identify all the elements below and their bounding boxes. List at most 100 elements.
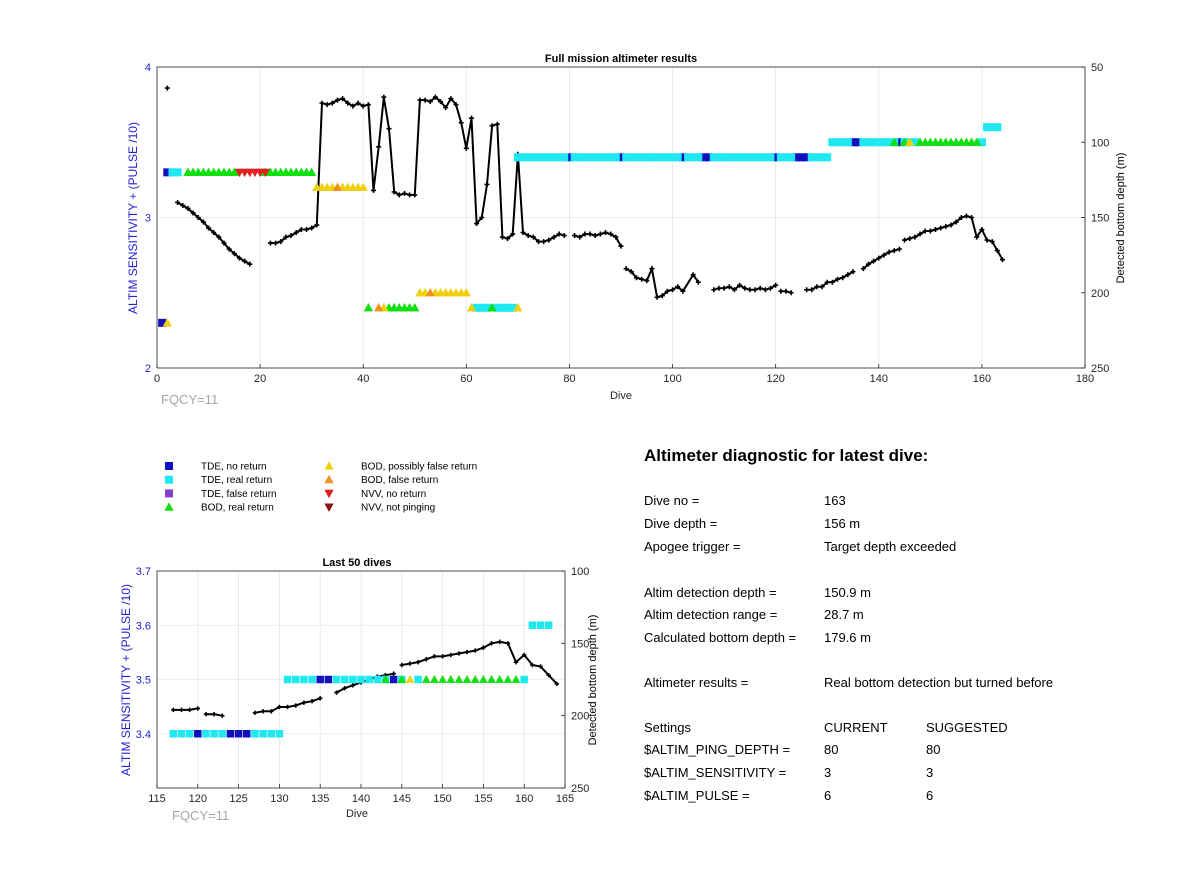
small-ytick-label-right: 150 [571, 638, 589, 650]
main-bottom-depth-point [561, 233, 567, 239]
main-bottom-depth-point [994, 248, 1000, 254]
main-marker [529, 153, 538, 162]
main-marker [513, 303, 523, 312]
main-bottom-depth-point [340, 96, 346, 102]
main-ytick-label-left: 2 [145, 363, 151, 375]
last50-fqcy-annotation: FQCY=11 [172, 808, 229, 823]
small-xtick-label: 135 [311, 793, 329, 805]
main-bottom-depth-point [541, 239, 547, 245]
main-bottom-depth-point [633, 275, 639, 281]
main-bottom-depth-point [432, 94, 438, 100]
main-marker [781, 153, 790, 162]
main-bottom-depth-point [546, 237, 552, 243]
main-bottom-depth-point [556, 231, 562, 237]
main-marker [466, 303, 477, 312]
main-bottom-depth-point [283, 234, 289, 240]
main-marker [524, 153, 533, 162]
small-bottom-depth-point [473, 648, 478, 653]
small-marker [308, 675, 316, 684]
main-bottom-depth-point [448, 96, 454, 102]
legend-marker [164, 502, 174, 511]
main-bottom-depth-point [530, 234, 536, 240]
main-marker [849, 138, 857, 147]
main-bottom-depth-point [267, 240, 273, 246]
main-marker [461, 287, 471, 297]
main-bottom-depth-point [200, 219, 206, 225]
main-ytick-label-right: 100 [1091, 137, 1109, 149]
small-xtick-label: 130 [270, 793, 288, 805]
small-marker [421, 675, 431, 683]
small-bottom-depth-point [334, 690, 339, 695]
legend-marker [324, 503, 334, 512]
main-bottom-depth-point [943, 224, 949, 230]
main-marker [374, 303, 384, 312]
main-bottom-depth-point [551, 234, 557, 240]
main-bottom-depth-point [443, 105, 449, 111]
main-marker [162, 318, 172, 327]
diagnostic-row-label: Dive depth = [644, 516, 717, 531]
main-bottom-depth-line [574, 231, 622, 247]
last50-ylabel-right: Detected bottom depth (m) [587, 615, 599, 746]
main-bottom-depth-point [396, 192, 402, 198]
small-xtick-label: 125 [229, 793, 247, 805]
main-bottom-depth-point [845, 272, 851, 278]
main-marker [229, 167, 239, 176]
main-bottom-depth-point [314, 222, 320, 228]
main-bottom-depth-point [731, 287, 737, 293]
legend-label: NVV, no return [361, 489, 426, 500]
main-marker [565, 153, 574, 162]
small-bottom-depth-point [187, 707, 192, 713]
main-marker [358, 182, 368, 191]
main-bottom-depth-point [468, 115, 474, 121]
main-marker [807, 153, 816, 162]
main-marker [838, 138, 847, 147]
main-bottom-depth-point [675, 284, 681, 290]
main-bottom-depth-point [865, 261, 871, 267]
main-marker [508, 303, 517, 312]
diagnostic-row-label: Apogee trigger = [644, 539, 740, 554]
main-bottom-depth-point [768, 285, 774, 291]
small-xtick-label: 145 [393, 793, 411, 805]
main-bottom-depth-point [190, 210, 196, 216]
main-bottom-depth-point [422, 97, 428, 103]
main-marker [663, 153, 672, 162]
small-bottom-depth-point [505, 641, 511, 646]
small-marker [495, 675, 505, 683]
small-bottom-depth-point [318, 696, 323, 701]
main-marker [889, 137, 899, 146]
small-marker [389, 675, 398, 684]
main-bottom-depth-point [814, 284, 820, 290]
main-marker [163, 168, 172, 177]
main-bottom-depth-point [386, 126, 392, 132]
main-bottom-depth-point [319, 100, 325, 106]
main-bottom-depth-point [639, 276, 645, 282]
main-bottom-depth-point [484, 181, 490, 187]
small-bottom-depth-point [440, 654, 445, 659]
small-bottom-depth-point [415, 659, 421, 665]
main-bottom-depth-point [927, 228, 933, 234]
legend-marker [324, 489, 334, 499]
small-marker [479, 675, 488, 683]
main-ytick-label-right: 250 [1091, 363, 1109, 375]
small-bottom-depth-point [554, 681, 560, 687]
main-bottom-depth-point [819, 284, 825, 290]
small-bottom-depth-point [171, 707, 176, 713]
small-marker [381, 675, 390, 683]
small-marker [438, 675, 447, 683]
small-bottom-depth-point [530, 662, 535, 668]
main-bottom-depth-point [505, 236, 511, 242]
main-marker [854, 138, 863, 147]
main-xtick-label: 40 [357, 373, 369, 385]
main-bottom-depth-point [360, 103, 366, 109]
main-bottom-depth-point [969, 215, 975, 220]
main-bottom-depth-point [211, 230, 217, 236]
main-marker [735, 153, 744, 162]
main-bottom-depth-point [773, 282, 779, 288]
diagnostic-row-value: 179.6 m [824, 630, 871, 645]
small-xtick-label: 140 [352, 793, 370, 805]
main-bottom-depth-point [623, 266, 629, 272]
main-bottom-depth-point [835, 276, 841, 282]
main-bottom-depth-point [938, 225, 944, 231]
main-bottom-depth-point [670, 287, 676, 293]
diagnostic-row-label: Dive no = [644, 493, 699, 508]
